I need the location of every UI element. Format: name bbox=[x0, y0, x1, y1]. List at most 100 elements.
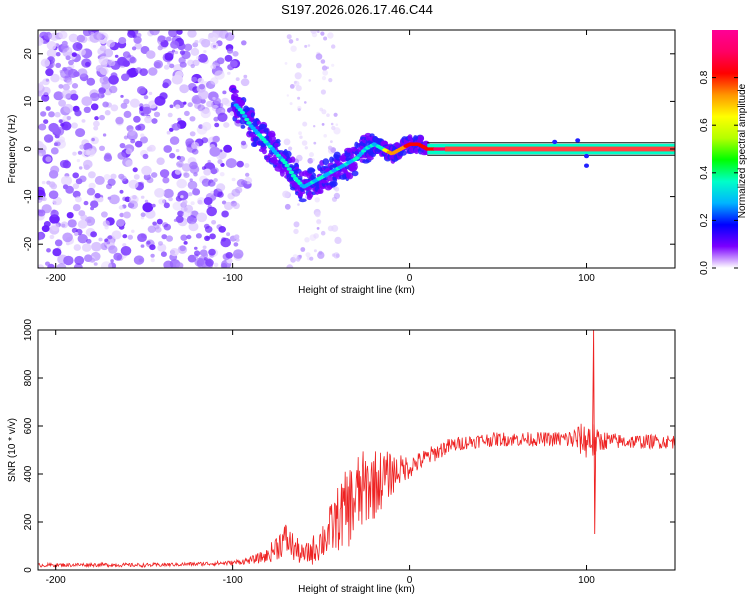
noise-cell bbox=[139, 103, 144, 108]
noise-cell bbox=[76, 34, 86, 43]
noise-cell bbox=[104, 238, 109, 243]
noise-cell bbox=[48, 190, 59, 199]
noise-cell bbox=[38, 153, 42, 157]
x-tick-label: -100 bbox=[223, 273, 243, 284]
noise-cell bbox=[50, 165, 60, 174]
noise-cell bbox=[168, 30, 178, 38]
ridge-halo bbox=[268, 130, 276, 138]
noise-cell bbox=[153, 111, 161, 118]
noise-cell bbox=[55, 62, 62, 68]
noise-cell bbox=[93, 262, 98, 266]
noise-cell bbox=[148, 67, 158, 76]
y-tick-label: 0 bbox=[23, 146, 34, 152]
noise-cell bbox=[191, 141, 200, 150]
ridge-halo bbox=[285, 150, 292, 158]
noise-cell bbox=[212, 96, 216, 100]
noise-cell bbox=[146, 50, 156, 59]
noise-cell bbox=[104, 110, 111, 116]
noise-cell bbox=[321, 65, 328, 71]
noise-cell bbox=[203, 197, 213, 205]
noise-cell bbox=[227, 48, 234, 54]
noise-cell bbox=[213, 116, 219, 122]
noise-cell bbox=[82, 243, 92, 252]
noise-cell bbox=[63, 255, 74, 266]
noise-cell bbox=[215, 106, 226, 116]
noise-cell bbox=[335, 123, 339, 126]
noise-cell bbox=[220, 262, 228, 268]
noise-cell bbox=[74, 255, 85, 265]
noise-cell bbox=[326, 113, 330, 117]
noise-cell bbox=[188, 222, 199, 232]
noise-cell bbox=[183, 101, 187, 105]
noise-cell bbox=[61, 121, 72, 131]
noise-cell bbox=[189, 116, 196, 122]
noise-cell bbox=[48, 122, 59, 133]
noise-cell bbox=[137, 233, 147, 243]
noise-cell bbox=[62, 184, 69, 190]
noise-cell bbox=[293, 228, 299, 235]
noise-cell bbox=[178, 57, 186, 64]
noise-cell bbox=[137, 86, 146, 95]
noise-cell bbox=[220, 162, 225, 167]
ridge-cell bbox=[246, 121, 252, 125]
noise-cell bbox=[333, 127, 341, 135]
noise-cell bbox=[179, 245, 186, 252]
noise-cell bbox=[206, 100, 214, 108]
y-tick-label: -10 bbox=[23, 189, 34, 204]
noise-cell bbox=[160, 251, 167, 257]
noise-cell bbox=[77, 234, 88, 244]
noise-cell bbox=[128, 179, 139, 189]
noise-cell bbox=[293, 80, 297, 84]
noise-cell bbox=[118, 205, 124, 210]
ridge-feature bbox=[584, 153, 589, 159]
noise-cell bbox=[143, 95, 149, 100]
noise-cell bbox=[154, 61, 161, 69]
noise-cell bbox=[172, 123, 181, 131]
colorbar-tick-label: 0.6 bbox=[699, 118, 710, 132]
noise-cell bbox=[129, 98, 140, 108]
x-tick-label: 0 bbox=[407, 575, 413, 586]
noise-cell bbox=[221, 109, 225, 113]
noise-cell bbox=[235, 77, 240, 81]
noise-cell bbox=[168, 197, 173, 202]
noise-cell bbox=[53, 91, 64, 101]
noise-cell bbox=[107, 59, 116, 67]
noise-cell bbox=[286, 94, 289, 97]
noise-cell bbox=[107, 196, 112, 200]
noise-cell bbox=[308, 79, 312, 82]
colorbar: 0.0 0.2 0.4 0.6 0.8 Normalized spectral ampl… bbox=[699, 30, 748, 275]
noise-cell bbox=[75, 178, 83, 185]
noise-cell bbox=[179, 50, 186, 55]
noise-cell bbox=[320, 59, 326, 64]
noise-cell bbox=[297, 96, 301, 100]
noise-cell bbox=[180, 195, 184, 199]
noise-cell bbox=[309, 256, 314, 261]
noise-cell bbox=[90, 200, 99, 208]
noise-cell bbox=[98, 87, 106, 94]
ridge-halo bbox=[353, 163, 358, 170]
noise-cell bbox=[307, 157, 314, 164]
noise-cell bbox=[60, 43, 70, 52]
noise-cell bbox=[110, 104, 119, 112]
ridge-halo bbox=[346, 172, 354, 180]
noise-cell bbox=[304, 237, 310, 243]
noise-cell bbox=[110, 72, 118, 79]
noise-cell bbox=[296, 154, 303, 162]
noise-cell bbox=[207, 179, 216, 187]
noise-cell bbox=[95, 65, 103, 72]
noise-cell bbox=[49, 214, 60, 224]
noise-cell bbox=[142, 153, 149, 160]
noise-cell bbox=[78, 166, 83, 170]
noise-cell bbox=[169, 152, 176, 159]
noise-cell bbox=[39, 81, 44, 86]
noise-cell bbox=[142, 202, 154, 213]
noise-cell bbox=[60, 221, 69, 229]
y-tick-label: 0 bbox=[23, 567, 34, 573]
noise-cell bbox=[89, 92, 100, 102]
noise-cell bbox=[73, 263, 83, 268]
noise-cell bbox=[197, 53, 208, 63]
ridge-halo bbox=[351, 170, 359, 177]
noise-cell bbox=[158, 198, 166, 205]
noise-cell bbox=[98, 56, 109, 65]
